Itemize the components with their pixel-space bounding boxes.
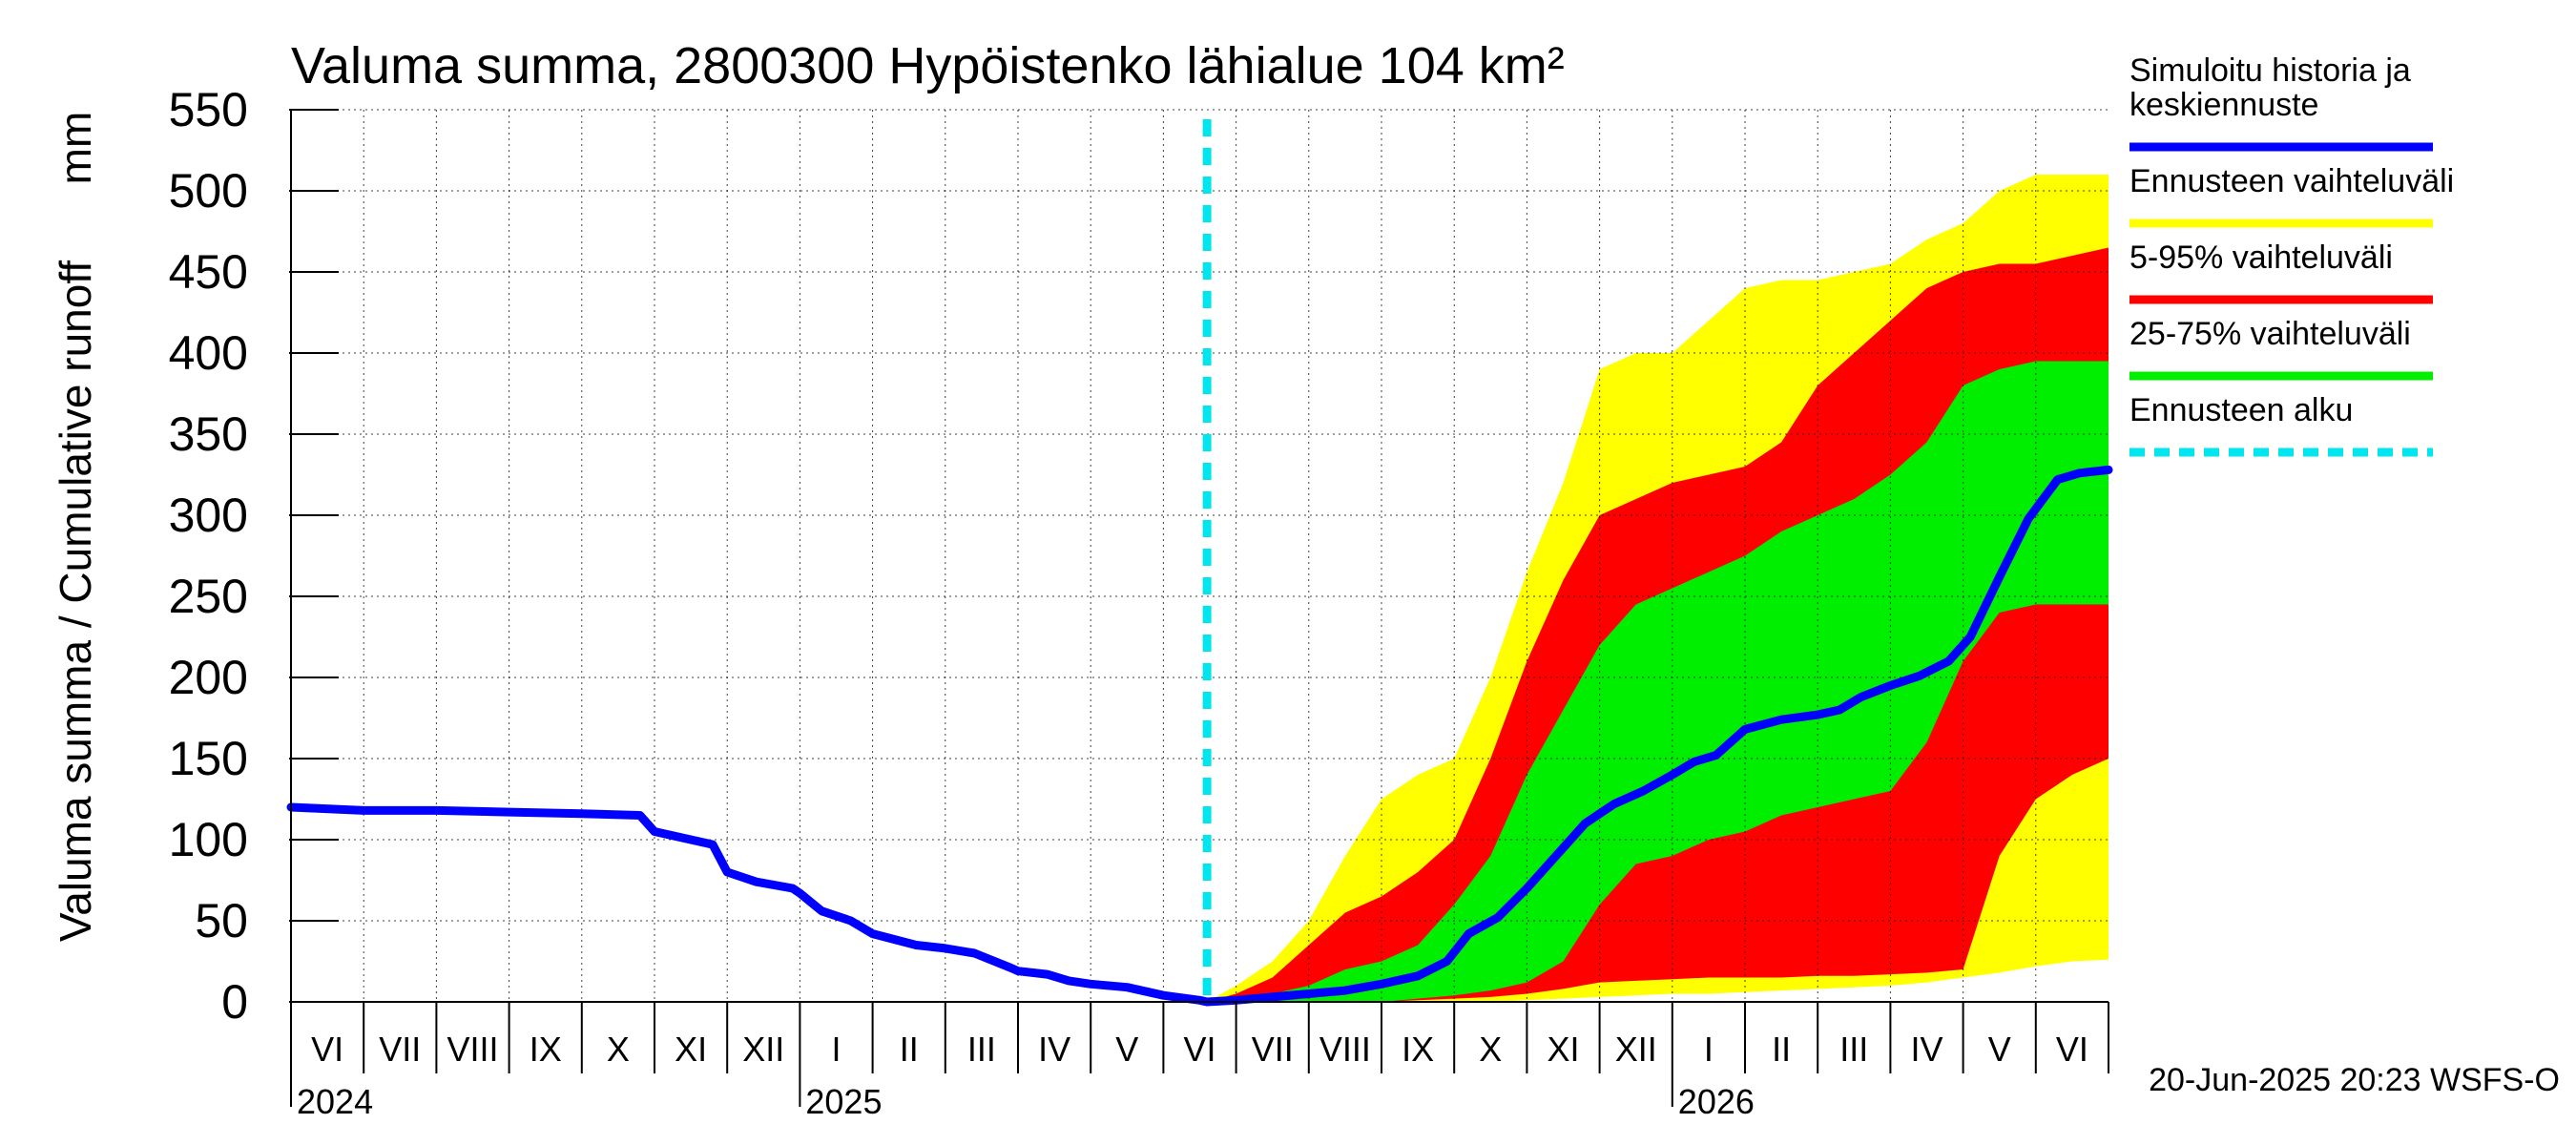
month-label-21: III (1839, 1030, 1868, 1069)
legend-label-0-b: keskiennuste (2129, 87, 2318, 123)
month-label-16: X (1479, 1030, 1502, 1069)
legend-label-1: Ennusteen vaihteluväli (2129, 163, 2454, 199)
series-line-0 (286, 465, 2113, 1007)
chart-title: Valuma summa, 2800300 Hypöistenko lähial… (291, 37, 1565, 94)
month-label-19: I (1704, 1030, 1714, 1069)
forecast-bands (1207, 175, 2109, 1002)
y-tick-label-10: 500 (169, 164, 248, 218)
month-label-22: IV (1910, 1030, 1942, 1069)
series-lines (286, 119, 2113, 1007)
y-tick-label-5: 250 (169, 570, 248, 623)
y-tick-label-0: 0 (221, 975, 248, 1029)
legend-label-4: Ennusteen alku (2129, 392, 2353, 428)
y-tick-label-8: 400 (169, 326, 248, 380)
month-label-18: XII (1615, 1030, 1657, 1069)
y-tick-label-1: 50 (195, 894, 248, 947)
month-label-14: VIII (1319, 1030, 1371, 1069)
month-label-15: IX (1402, 1030, 1434, 1069)
legend-label-0: Simuloitu historia ja (2129, 52, 2411, 89)
footer-timestamp: 20-Jun-2025 20:23 WSFS-O (2149, 1062, 2560, 1098)
month-label-12: VI (1183, 1030, 1215, 1069)
month-label-11: V (1115, 1030, 1138, 1069)
year-label-2: 2026 (1678, 1082, 1755, 1121)
month-label-1: VII (379, 1030, 421, 1069)
month-label-5: XI (675, 1030, 707, 1069)
month-label-0: VI (311, 1030, 343, 1069)
y-tick-label-3: 150 (169, 732, 248, 785)
legend-label-2: 5-95% vaihteluväli (2129, 239, 2393, 276)
month-label-24: VI (2056, 1030, 2088, 1069)
year-label-1: 2025 (805, 1082, 882, 1121)
month-label-20: II (1772, 1030, 1791, 1069)
month-label-2: VIII (447, 1030, 498, 1069)
month-label-3: IX (530, 1030, 562, 1069)
y-tick-label-9: 450 (169, 245, 248, 299)
y-axis-unit: mm (51, 112, 100, 185)
legend-label-3: 25-75% vaihteluväli (2129, 316, 2411, 352)
month-label-9: III (967, 1030, 996, 1069)
month-label-8: II (900, 1030, 919, 1069)
y-tick-label-7: 350 (169, 407, 248, 461)
y-tick-label-11: 550 (169, 83, 248, 136)
month-label-7: I (831, 1030, 841, 1069)
band-3 (1207, 361, 2109, 1002)
month-label-6: XII (742, 1030, 784, 1069)
year-label-0: 2024 (297, 1082, 373, 1121)
month-label-23: V (1988, 1030, 2011, 1069)
y-tick-label-6: 300 (169, 489, 248, 542)
month-label-4: X (607, 1030, 630, 1069)
month-label-17: XI (1547, 1030, 1579, 1069)
y-tick-label-2: 100 (169, 813, 248, 866)
y-tick-label-4: 200 (169, 651, 248, 704)
month-label-10: IV (1038, 1030, 1070, 1069)
month-label-13: VII (1252, 1030, 1294, 1069)
y-axis-label: Valuma summa / Cumulative runoff (51, 260, 100, 942)
